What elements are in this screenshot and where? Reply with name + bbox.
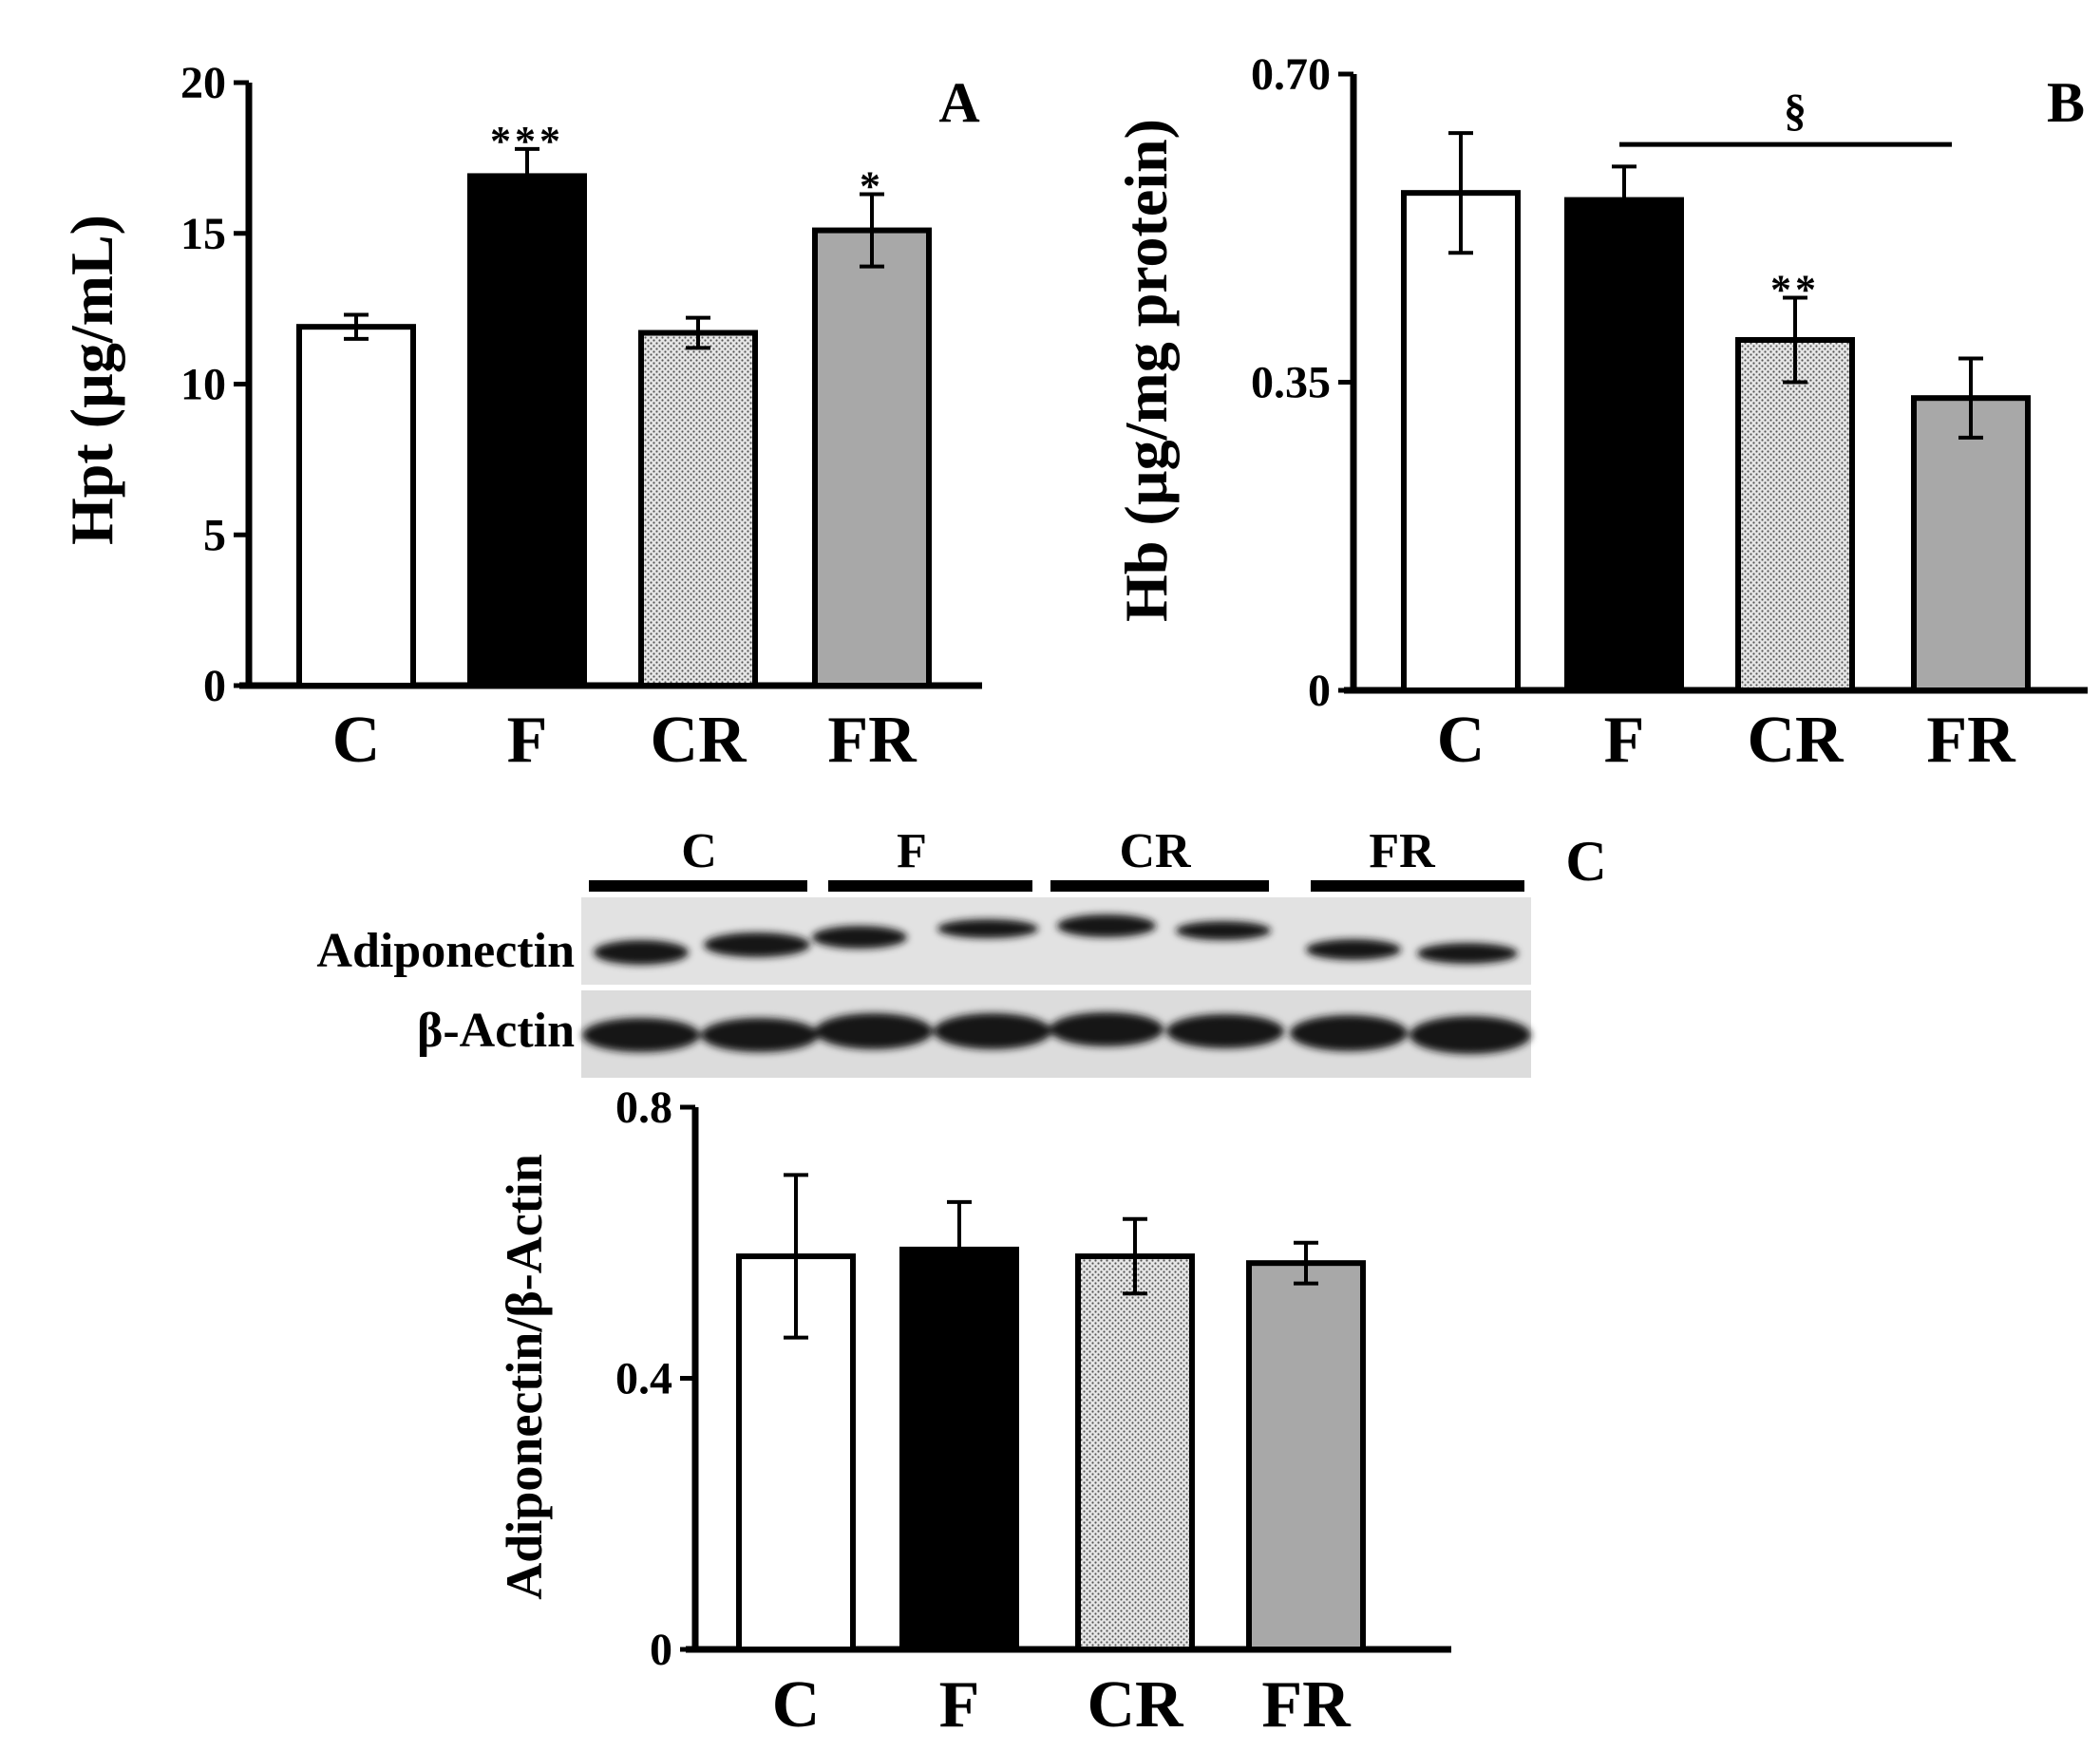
panel-a-significance-f: ***: [490, 118, 564, 164]
panel-a-y-tick-label: 10: [180, 360, 226, 410]
blot-group-bars: [589, 880, 1524, 892]
blot-group-bar-cr: [1050, 880, 1269, 892]
band-adiponectin-5: [1057, 914, 1156, 937]
band-adiponectin-8: [1417, 943, 1518, 964]
panel-b-bar-f: [1564, 197, 1684, 693]
blot-group-label-fr: FR: [1369, 824, 1436, 878]
western-blot: C F CR FR Adiponectin β-Actin: [316, 824, 1531, 1078]
panel-b-plot: 0 0.35 0.70 Hb (µg/mg protein) C F ** CR FR §: [1112, 49, 2088, 777]
blot-group-label-f: F: [897, 824, 927, 878]
band-beta-actin-6: [1166, 1014, 1284, 1048]
band-beta-actin-8: [1409, 1016, 1531, 1054]
panel-a-category-label-c: C: [332, 704, 381, 777]
panel-b-category-label-cr: CR: [1747, 704, 1845, 777]
panel-c-bar-cr: [1075, 1253, 1195, 1653]
blot-bands-adiponectin: [594, 914, 1518, 965]
panel-a-category-label-cr: CR: [650, 704, 747, 777]
panel-a-bar-cr: [638, 329, 758, 688]
panel-b-category-label-fr: FR: [1926, 704, 2016, 777]
blot-group-bar-fr: [1311, 880, 1524, 892]
panel-c-y-tick-label: 0.4: [615, 1354, 672, 1404]
panel-a-y-axis-label: Hpt (µg/mL): [58, 215, 125, 545]
panel-b-y-tick-label: 0.70: [1251, 49, 1331, 100]
panel-a-category-label-fr: FR: [827, 704, 918, 777]
panel-c-bar-c: [736, 1253, 856, 1653]
band-beta-actin-3: [815, 1013, 933, 1049]
panel-c-category-label-f: F: [939, 1668, 980, 1742]
panel-a-y-tick-label: 5: [203, 510, 226, 560]
panel-a-y-tick-label: 15: [180, 209, 226, 259]
panel-c-y-tick-label: 0.8: [615, 1083, 672, 1133]
panel-c: C C F CR FR Adiponectin β-Actin: [316, 824, 1606, 1742]
panel-a-significance-fr: *: [860, 162, 884, 209]
panel-c-category-label-cr: CR: [1087, 1668, 1184, 1742]
band-adiponectin-4: [937, 919, 1038, 938]
panel-a-letter: A: [938, 71, 979, 134]
panel-a-category-label-f: F: [507, 704, 548, 777]
band-beta-actin-4: [934, 1013, 1051, 1049]
band-adiponectin-3: [812, 926, 907, 949]
panel-c-bar-fr: [1246, 1260, 1366, 1652]
panel-c-category-label-fr: FR: [1261, 1668, 1352, 1742]
panel-c-y-axis-label: Adiponectin/β-Actin: [496, 1154, 553, 1599]
panel-c-y-tick-label: 0: [650, 1625, 672, 1675]
blot-group-bar-c: [589, 880, 807, 892]
panel-c-letter: C: [1565, 830, 1606, 893]
blot-group-label-c: C: [681, 824, 717, 878]
panel-a-bar-c: [296, 324, 416, 688]
band-adiponectin-2: [704, 932, 810, 957]
panel-a-y-tick-label: 20: [180, 58, 226, 108]
band-adiponectin-6: [1176, 921, 1271, 940]
panel-a-y-tick-label: 0: [203, 661, 226, 711]
panel-b-bar-cr: [1735, 336, 1855, 693]
band-beta-actin-2: [701, 1018, 819, 1052]
panel-b-letter: B: [2047, 71, 2085, 134]
panel-b-bracket-label: §: [1784, 85, 1807, 136]
band-beta-actin-5: [1050, 1012, 1164, 1046]
blot-group-label-cr: CR: [1119, 824, 1192, 878]
panel-c-bar-f: [899, 1246, 1019, 1652]
panel-b-category-label-c: C: [1437, 704, 1485, 777]
band-beta-actin-7: [1290, 1015, 1408, 1051]
panel-b-bar-c: [1401, 190, 1521, 693]
panel-b-y-tick-label: 0: [1308, 666, 1331, 716]
band-beta-actin-1: [582, 1018, 700, 1052]
blot-group-labels: C F CR FR: [681, 824, 1436, 878]
panel-a-plot: 0 5 10 15 20 Hpt (µg/mL) C *** F CR * FR: [58, 58, 982, 777]
panel-b-y-tick-label: 0.35: [1251, 358, 1331, 408]
band-adiponectin-1: [594, 940, 689, 965]
panel-b-category-label-f: F: [1604, 704, 1645, 777]
blot-bands-beta-actin: [582, 1012, 1531, 1054]
band-adiponectin-7: [1306, 939, 1401, 960]
panel-a: A 0 5 10 15 20 Hpt (µg/mL) C *** F CR * FR: [58, 58, 982, 777]
panel-b: B 0 0.35 0.70 Hb (µg/mg protein) C F ** CR FR §: [1112, 49, 2088, 777]
panel-b-y-axis-label: Hb (µg/mg protein): [1112, 119, 1180, 622]
panel-a-bar-f: [467, 173, 587, 689]
panel-b-bar-fr: [1911, 395, 2031, 693]
blot-row-label-beta-actin: β-Actin: [417, 1004, 575, 1058]
panel-b-significance-cr: **: [1770, 266, 1820, 312]
panel-c-category-label-c: C: [772, 1668, 821, 1742]
blot-row-label-adiponectin: Adiponectin: [316, 924, 575, 978]
blot-group-bar-f: [828, 880, 1032, 892]
panel-a-bar-fr: [812, 227, 932, 688]
panel-c-plot: 0 0.4 0.8 Adiponectin/β-Actin C F CR FR: [496, 1083, 1451, 1742]
